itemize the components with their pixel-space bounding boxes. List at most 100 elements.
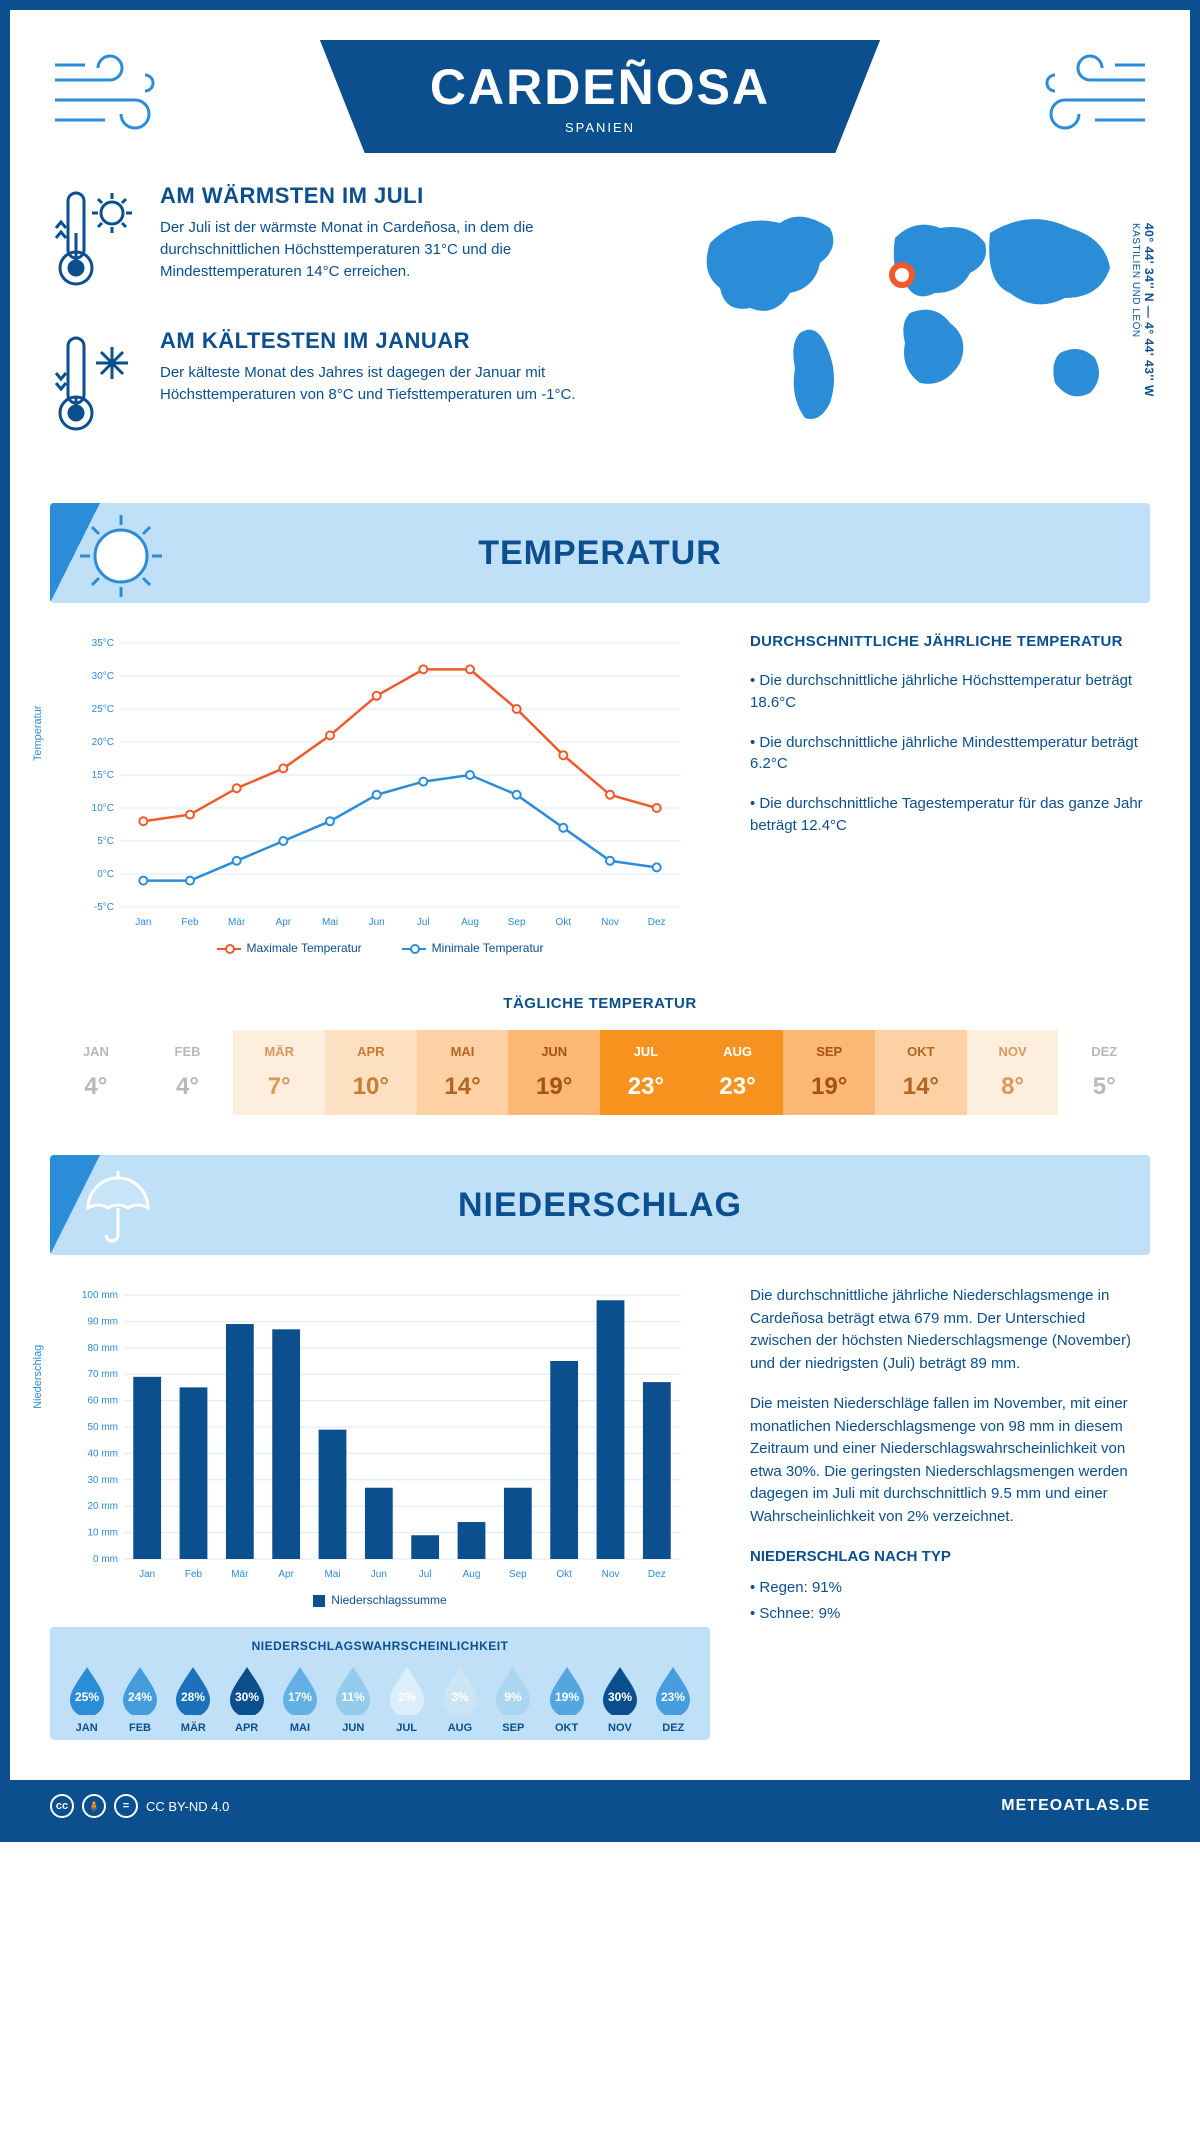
precipitation-bar-chart: Niederschlag 0 mm10 mm20 mm30 mm40 mm50 … bbox=[50, 1285, 710, 1740]
section-title: TEMPERATUR bbox=[50, 534, 1150, 573]
svg-text:Dez: Dez bbox=[648, 917, 666, 928]
svg-text:Jan: Jan bbox=[135, 917, 151, 928]
precip-prob-drop: 30% APR bbox=[220, 1663, 273, 1734]
by-icon: 🧍 bbox=[82, 1794, 106, 1818]
daily-temp-cell: OKT14° bbox=[875, 1030, 967, 1115]
svg-text:5°C: 5°C bbox=[97, 836, 114, 847]
svg-text:Okt: Okt bbox=[556, 1569, 572, 1580]
svg-text:35°C: 35°C bbox=[92, 638, 114, 649]
svg-text:40 mm: 40 mm bbox=[87, 1448, 118, 1459]
svg-text:Jul: Jul bbox=[419, 1569, 432, 1580]
svg-text:Nov: Nov bbox=[601, 917, 619, 928]
precipitation-section-header: NIEDERSCHLAG bbox=[50, 1155, 1150, 1255]
svg-text:100 mm: 100 mm bbox=[82, 1290, 118, 1301]
coldest-title: AM KÄLTESTEN IM JANUAR bbox=[160, 328, 630, 354]
svg-text:Jan: Jan bbox=[139, 1569, 155, 1580]
svg-text:30%: 30% bbox=[235, 1690, 259, 1704]
precipitation-probability: NIEDERSCHLAGSWAHRSCHEINLICHKEIT 25% JAN … bbox=[50, 1627, 710, 1740]
svg-text:10 mm: 10 mm bbox=[87, 1528, 118, 1539]
svg-text:70 mm: 70 mm bbox=[87, 1369, 118, 1380]
warmest-block: AM WÄRMSTEN IM JULI Der Juli ist der wär… bbox=[50, 183, 630, 298]
precip-prob-drop: 24% FEB bbox=[113, 1663, 166, 1734]
svg-text:0°C: 0°C bbox=[97, 869, 114, 880]
precip-prob-drop: 11% JUN bbox=[327, 1663, 380, 1734]
svg-text:80 mm: 80 mm bbox=[87, 1343, 118, 1354]
temperature-facts: DURCHSCHNITTLICHE JÄHRLICHE TEMPERATUR •… bbox=[750, 633, 1150, 955]
svg-text:25%: 25% bbox=[75, 1690, 99, 1704]
svg-text:Aug: Aug bbox=[461, 917, 479, 928]
warmest-text: Der Juli ist der wärmste Monat in Cardeñ… bbox=[160, 217, 630, 282]
daily-temp-cell: MÄR7° bbox=[233, 1030, 325, 1115]
svg-text:Dez: Dez bbox=[648, 1569, 666, 1580]
coldest-block: AM KÄLTESTEN IM JANUAR Der kälteste Mona… bbox=[50, 328, 630, 443]
svg-text:Mär: Mär bbox=[231, 1569, 249, 1580]
chart-legend: .legend div:nth-child(1) .swatch::after{… bbox=[50, 941, 710, 955]
svg-text:-5°C: -5°C bbox=[94, 902, 114, 913]
daily-temp-cell: APR10° bbox=[325, 1030, 417, 1115]
svg-text:Apr: Apr bbox=[276, 917, 292, 928]
svg-text:19%: 19% bbox=[555, 1690, 579, 1704]
svg-text:0 mm: 0 mm bbox=[93, 1554, 118, 1565]
daily-temp-cell: JUL23° bbox=[600, 1030, 692, 1115]
sun-icon bbox=[76, 511, 166, 603]
precip-prob-drop: 17% MAI bbox=[273, 1663, 326, 1734]
svg-text:60 mm: 60 mm bbox=[87, 1396, 118, 1407]
svg-text:3%: 3% bbox=[451, 1690, 469, 1704]
precip-prob-drop: 30% NOV bbox=[593, 1663, 646, 1734]
thermometer-sun-icon bbox=[50, 183, 140, 298]
daily-temp-cell: SEP19° bbox=[783, 1030, 875, 1115]
daily-temp-table: JAN4°FEB4°MÄR7°APR10°MAI14°JUN19°JUL23°A… bbox=[50, 1030, 1150, 1115]
daily-temp-cell: JUN19° bbox=[508, 1030, 600, 1115]
svg-text:17%: 17% bbox=[288, 1690, 312, 1704]
svg-text:25°C: 25°C bbox=[92, 704, 114, 715]
site-name: METEOATLAS.DE bbox=[1001, 1797, 1150, 1815]
thermometer-snow-icon bbox=[50, 328, 140, 443]
svg-text:Mai: Mai bbox=[322, 917, 338, 928]
wind-icon bbox=[50, 50, 180, 145]
license-badges: cc 🧍 = CC BY-ND 4.0 bbox=[50, 1794, 229, 1818]
svg-text:2%: 2% bbox=[398, 1690, 416, 1704]
svg-text:Jul: Jul bbox=[417, 917, 430, 928]
svg-text:Sep: Sep bbox=[508, 917, 526, 928]
svg-text:30°C: 30°C bbox=[92, 671, 114, 682]
warmest-title: AM WÄRMSTEN IM JULI bbox=[160, 183, 630, 209]
svg-text:28%: 28% bbox=[181, 1690, 205, 1704]
daily-temp-cell: AUG23° bbox=[692, 1030, 784, 1115]
section-title: NIEDERSCHLAG bbox=[50, 1186, 1150, 1225]
coordinates: 40° 44' 34'' N — 4° 44' 43'' W KASTILIEN… bbox=[1128, 223, 1156, 397]
temperature-section-header: TEMPERATUR bbox=[50, 503, 1150, 603]
svg-text:90 mm: 90 mm bbox=[87, 1316, 118, 1327]
city-title: CARDEÑOSA bbox=[430, 58, 770, 116]
svg-text:24%: 24% bbox=[128, 1690, 152, 1704]
svg-text:30 mm: 30 mm bbox=[87, 1475, 118, 1486]
svg-text:Feb: Feb bbox=[181, 917, 199, 928]
daily-temp-cell: MAI14° bbox=[417, 1030, 509, 1115]
wind-icon bbox=[1020, 50, 1150, 145]
svg-text:Feb: Feb bbox=[185, 1569, 203, 1580]
svg-text:20°C: 20°C bbox=[92, 737, 114, 748]
precip-prob-drop: 2% JUL bbox=[380, 1663, 433, 1734]
page-header: CARDEÑOSA SPANIEN bbox=[50, 30, 1150, 153]
svg-text:Apr: Apr bbox=[278, 1569, 294, 1580]
precip-prob-drop: 28% MÄR bbox=[167, 1663, 220, 1734]
svg-text:20 mm: 20 mm bbox=[87, 1501, 118, 1512]
daily-temp-cell: JAN4° bbox=[50, 1030, 142, 1115]
precip-prob-drop: 25% JAN bbox=[60, 1663, 113, 1734]
precip-prob-drop: 9% SEP bbox=[487, 1663, 540, 1734]
svg-text:23%: 23% bbox=[661, 1690, 685, 1704]
world-map: 40° 44' 34'' N — 4° 44' 43'' W KASTILIEN… bbox=[670, 183, 1150, 473]
svg-text:9%: 9% bbox=[505, 1690, 523, 1704]
temperature-line-chart: Temperatur -5°C0°C5°C10°C15°C20°C25°C30°… bbox=[50, 633, 710, 955]
svg-text:Nov: Nov bbox=[602, 1569, 620, 1580]
svg-text:15°C: 15°C bbox=[92, 770, 114, 781]
precip-prob-drop: 3% AUG bbox=[433, 1663, 486, 1734]
title-banner: CARDEÑOSA SPANIEN bbox=[320, 40, 880, 153]
svg-text:Jun: Jun bbox=[369, 917, 385, 928]
daily-temp-cell: FEB4° bbox=[142, 1030, 234, 1115]
daily-temp-cell: NOV8° bbox=[967, 1030, 1059, 1115]
svg-text:Sep: Sep bbox=[509, 1569, 527, 1580]
svg-text:10°C: 10°C bbox=[92, 803, 114, 814]
precip-prob-drop: 23% DEZ bbox=[647, 1663, 700, 1734]
svg-text:Aug: Aug bbox=[463, 1569, 481, 1580]
svg-text:Jun: Jun bbox=[371, 1569, 387, 1580]
